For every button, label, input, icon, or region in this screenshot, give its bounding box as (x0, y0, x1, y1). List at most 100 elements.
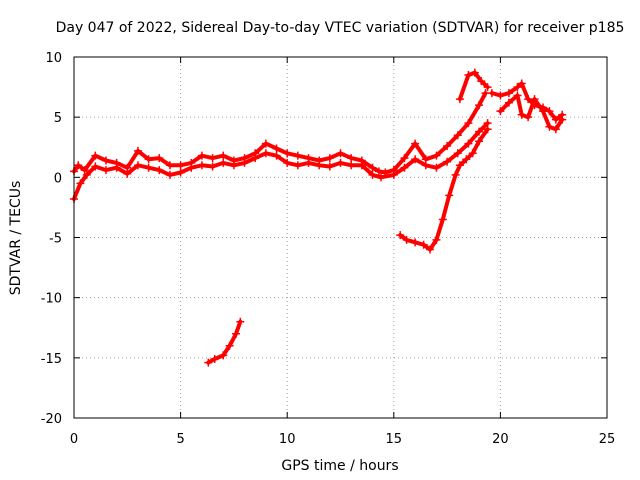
x-tick-label: 20 (492, 432, 509, 447)
data-point (389, 170, 398, 179)
data-point (453, 149, 462, 158)
data-point (208, 154, 217, 163)
data-point (475, 137, 484, 146)
y-tick-label: 10 (45, 51, 62, 66)
data-point (293, 161, 302, 170)
data-point (432, 235, 441, 244)
y-tick-label: -15 (41, 352, 62, 367)
data-point (225, 341, 234, 350)
data-point (336, 149, 345, 158)
data-point (438, 215, 447, 224)
data-point (470, 68, 479, 77)
data-point (513, 83, 522, 92)
data-point (76, 179, 85, 188)
data-point (468, 149, 477, 158)
data-point (368, 170, 377, 179)
data-point (261, 139, 270, 148)
data-point (558, 115, 567, 124)
data-point (411, 155, 420, 164)
data-point (464, 119, 473, 128)
data-point (272, 144, 281, 153)
data-point (483, 125, 492, 134)
data-point (144, 155, 153, 164)
data-point (219, 151, 228, 160)
data-point (82, 170, 91, 179)
data-point (443, 157, 452, 166)
data-point (347, 154, 356, 163)
y-tick-label: -5 (49, 232, 62, 247)
data-point (496, 91, 505, 100)
x-tick-label: 5 (176, 432, 184, 447)
data-point (524, 113, 533, 122)
data-point (325, 154, 334, 163)
data-point (101, 156, 110, 165)
data-point (197, 151, 206, 160)
data-point (272, 151, 281, 160)
data-series (70, 68, 567, 367)
x-tick-label: 25 (599, 432, 616, 447)
series-track-2 (70, 119, 492, 203)
series-line (72, 91, 488, 175)
series-track-6 (396, 125, 492, 254)
x-axis-label: GPS time / hours (281, 458, 398, 474)
data-point (443, 142, 452, 151)
data-point (530, 95, 539, 104)
series-track-3 (487, 79, 567, 124)
data-point (421, 161, 430, 170)
data-point (336, 158, 345, 167)
data-point (240, 158, 249, 167)
data-point (475, 127, 484, 136)
data-point (283, 158, 292, 167)
data-point (123, 169, 132, 178)
y-tick-label: -20 (41, 412, 62, 427)
data-point (101, 166, 110, 175)
data-point (496, 107, 505, 116)
data-point (396, 231, 405, 240)
data-point (368, 163, 377, 172)
grid (74, 57, 607, 418)
data-point (208, 162, 217, 171)
data-point (325, 162, 334, 171)
series-line (498, 93, 565, 132)
data-point (80, 166, 89, 175)
data-point (347, 161, 356, 170)
data-point (411, 139, 420, 148)
data-point (219, 158, 228, 167)
data-point (229, 161, 238, 170)
chart-title: Day 047 of 2022, Sidereal Day-to-day VTE… (56, 20, 625, 36)
data-point (504, 98, 513, 107)
data-point (402, 235, 411, 244)
data-point (155, 154, 164, 163)
data-point (219, 351, 228, 360)
y-axis-label: SDTVAR / TECUs (8, 181, 24, 296)
data-point (551, 125, 560, 134)
data-point (377, 173, 386, 182)
series-track-5 (455, 68, 492, 104)
data-point (462, 155, 471, 164)
data-point (74, 161, 83, 170)
data-point (144, 163, 153, 172)
data-point (176, 168, 185, 177)
y-tick-label: -10 (41, 292, 62, 307)
data-point (197, 161, 206, 170)
data-point (374, 167, 383, 176)
data-point (517, 110, 526, 119)
data-point (204, 358, 213, 367)
data-point (426, 245, 435, 254)
data-point (477, 77, 486, 86)
data-point (400, 163, 409, 172)
data-point (451, 170, 460, 179)
data-point (133, 146, 142, 155)
data-point (155, 166, 164, 175)
data-point (261, 149, 270, 158)
data-point (419, 240, 428, 249)
data-point (176, 161, 185, 170)
x-tick-label: 10 (279, 432, 296, 447)
data-point (236, 317, 245, 326)
data-point (504, 89, 513, 98)
data-point (513, 91, 522, 100)
data-point (187, 163, 196, 172)
y-tick-label: 0 (54, 171, 62, 186)
